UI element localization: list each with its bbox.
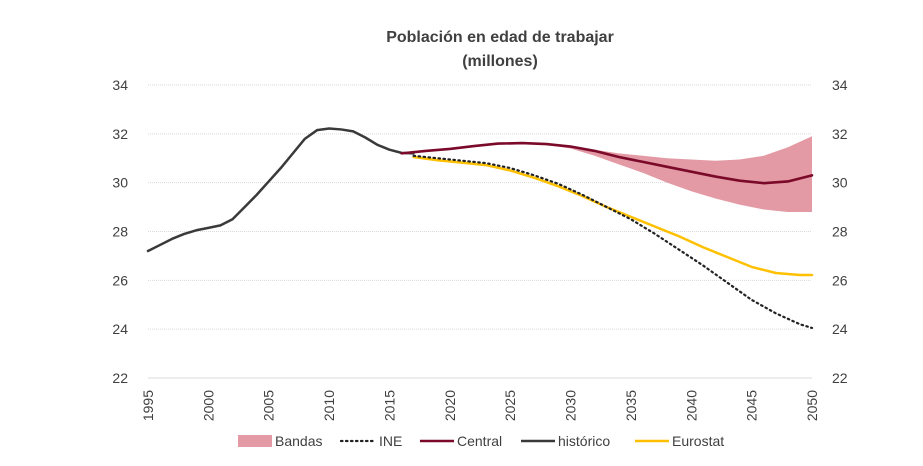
x-tick-label: 2020 [442, 390, 458, 421]
y-axis-right: 22 24 26 28 30 32 34 [832, 77, 848, 386]
x-tick-label: 2000 [200, 390, 216, 421]
y-axis-left: 22 24 26 28 30 32 34 [112, 77, 128, 386]
legend-label-eurostat: Eurostat [672, 433, 724, 449]
x-tick-label: 2040 [683, 390, 699, 421]
x-tick-label: 2035 [623, 390, 639, 421]
y-tick-label-left: 34 [112, 77, 128, 93]
x-tick-label: 2045 [744, 390, 760, 421]
series-line-historico [146, 127, 415, 253]
x-tick-label: 2015 [381, 390, 397, 421]
legend-label-ine: INE [379, 433, 402, 449]
x-axis: 1995 2000 2005 2010 2015 2020 2025 2030 2035 2040… [140, 390, 820, 421]
legend: Bandas INE Central histórico Eurostat [238, 433, 724, 449]
series-line-central [400, 141, 814, 185]
series-band-bandas [546, 136, 812, 212]
x-tick-label: 1995 [140, 390, 156, 421]
y-tick-label-right: 30 [832, 175, 848, 191]
y-tick-label-right: 34 [832, 77, 848, 93]
x-tick-label: 2010 [321, 390, 337, 421]
y-tick-label-right: 22 [832, 370, 848, 386]
gridlines [148, 84, 812, 379]
y-tick-label-left: 24 [112, 321, 128, 337]
x-tick-label: 2005 [261, 390, 277, 421]
x-tick-label: 2025 [502, 390, 518, 421]
chart-title: Población en edad de trabajar [386, 29, 614, 46]
series-line-ine [412, 154, 814, 330]
plot-area [146, 127, 814, 330]
x-tick-label: 2050 [804, 390, 820, 421]
legend-swatch-bandas [238, 435, 272, 447]
y-tick-label-left: 30 [112, 175, 128, 191]
y-tick-label-left: 28 [112, 224, 128, 240]
y-tick-label-left: 32 [112, 126, 128, 142]
y-tick-label-right: 28 [832, 224, 848, 240]
legend-label-bandas: Bandas [275, 433, 322, 449]
y-tick-label-right: 26 [832, 272, 848, 288]
y-tick-label-left: 22 [112, 370, 128, 386]
x-tick-label: 2030 [563, 390, 579, 421]
legend-label-historico: histórico [558, 433, 610, 449]
y-tick-label-right: 32 [832, 126, 848, 142]
chart-subtitle: (millones) [462, 53, 538, 70]
y-tick-label-left: 26 [112, 272, 128, 288]
legend-label-central: Central [457, 433, 502, 449]
y-tick-label-right: 24 [832, 321, 848, 337]
